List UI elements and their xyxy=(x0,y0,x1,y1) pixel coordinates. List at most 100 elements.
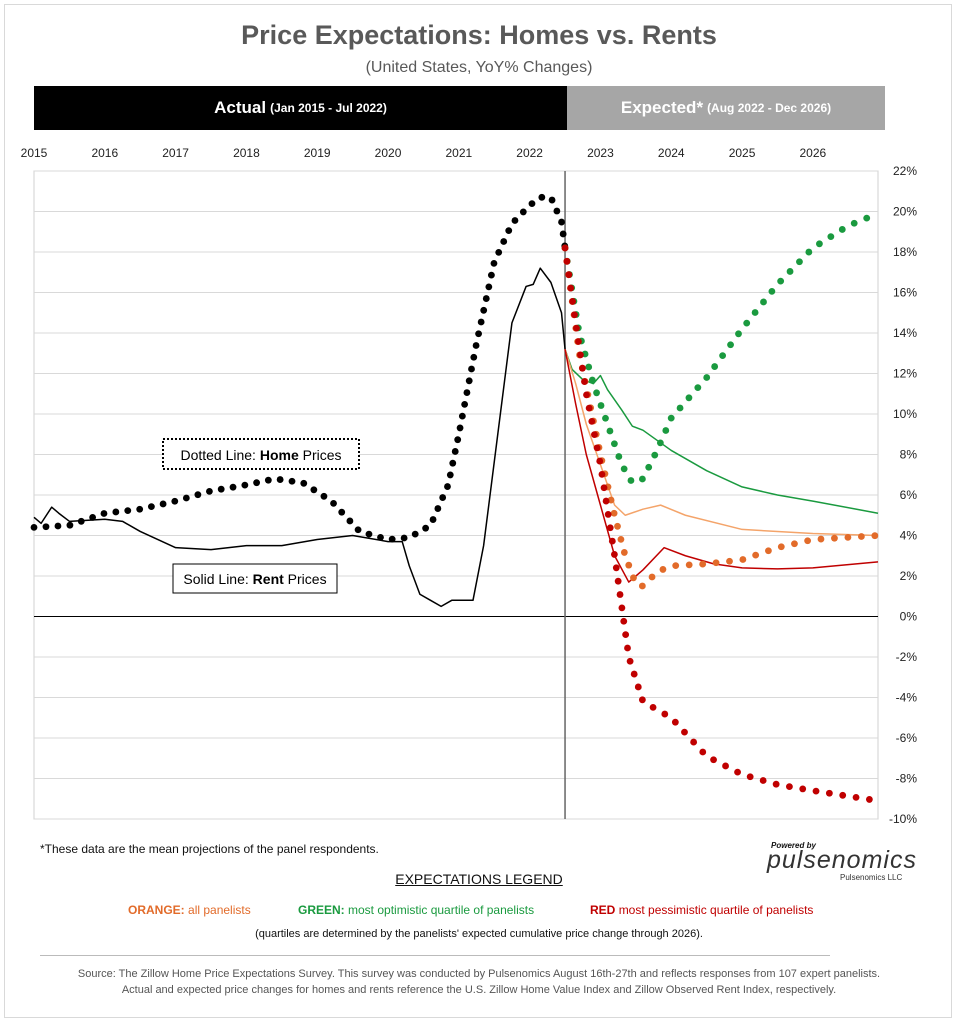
home-green-dot xyxy=(585,363,593,371)
home-actual-dot xyxy=(182,494,190,502)
home-green-dot xyxy=(645,463,653,471)
home-green-dot xyxy=(703,374,711,381)
home-actual-dot xyxy=(465,377,473,385)
home-actual-dot xyxy=(451,448,459,455)
home-orange-dot xyxy=(765,547,772,555)
home-actual-dot xyxy=(264,476,272,484)
home-red-dot xyxy=(591,431,598,439)
home-orange-dot xyxy=(817,535,825,543)
home-red-dot xyxy=(577,351,584,359)
home-red-dot xyxy=(581,378,588,385)
home-annotation-box xyxy=(162,438,360,470)
home-actual-dot xyxy=(485,283,493,291)
home-orange-dot xyxy=(620,549,628,556)
home-actual-dot xyxy=(30,524,38,531)
home-red-dot xyxy=(563,257,571,265)
home-red-dot xyxy=(593,444,601,452)
home-actual-dot xyxy=(194,491,202,499)
home-green-dot xyxy=(694,384,702,392)
home-red-dot xyxy=(690,738,698,746)
home-red-dot xyxy=(852,793,860,801)
y-tick-label: -8% xyxy=(896,772,918,786)
home-actual-dot xyxy=(548,196,556,204)
home-red-dot xyxy=(569,298,577,305)
axes: 22% 20% 18% 16% 14% 12% 10% 8% 6% 4% 2% 0% -2% -4% -6%… xyxy=(21,146,918,826)
legend-green-text: most optimistic quartile of panelists xyxy=(348,903,535,917)
home-red-dot xyxy=(839,791,847,799)
y-tick-label: 22% xyxy=(893,164,917,178)
chart-subtitle: (United States, YoY% Changes) xyxy=(365,59,593,76)
home-orange-dot xyxy=(659,566,667,573)
home-green-dot xyxy=(667,414,675,422)
home-actual-dot xyxy=(446,471,454,479)
home-actual-dot xyxy=(463,389,471,396)
home-red-dot xyxy=(571,311,578,319)
x-tick-label: 2019 xyxy=(304,146,331,160)
home-actual-dot xyxy=(505,227,513,235)
home-actual-dot xyxy=(365,530,373,538)
home-red-dot xyxy=(596,457,604,465)
home-actual-dot xyxy=(276,476,284,483)
home-orange-dot xyxy=(638,582,646,590)
home-actual-dot xyxy=(475,330,482,338)
home-orange-dot xyxy=(857,533,865,540)
home-red-dot xyxy=(622,631,630,639)
home-orange-dot xyxy=(726,557,733,565)
home-actual-dot xyxy=(553,207,561,215)
home-annotation-text: Dotted Line: Home Prices xyxy=(180,447,341,463)
home-red-dot xyxy=(734,768,741,776)
home-green-dots xyxy=(561,214,871,484)
home-actual-dot xyxy=(147,503,155,511)
home-actual-dot xyxy=(511,217,519,224)
home-actual-dot xyxy=(470,353,478,361)
home-annotation-bold: Home xyxy=(260,447,299,463)
legend-orange-text: all panelists xyxy=(188,903,251,917)
home-actual-dot xyxy=(338,508,346,516)
home-orange-dot xyxy=(672,562,680,570)
home-green-dot xyxy=(606,427,614,435)
home-actual-dot xyxy=(310,486,318,494)
home-actual-dot xyxy=(456,424,464,432)
home-actual-dot xyxy=(42,523,50,531)
home-green-dot xyxy=(656,439,664,447)
home-red-dot xyxy=(661,710,669,718)
home-orange-dot xyxy=(871,532,879,540)
home-green-dot xyxy=(863,214,871,222)
home-orange-dot xyxy=(831,534,838,542)
home-actual-dot xyxy=(288,477,296,485)
home-orange-dot xyxy=(625,561,633,569)
home-annotation-prefix: Dotted Line: xyxy=(180,447,259,463)
price-expectations-chart: 22% 20% 18% 16% 14% 12% 10% 8% 6% 4% 2% 0% -2% -4% -6%… xyxy=(21,146,918,826)
legend-red-key: RED xyxy=(590,903,616,917)
home-green-dot xyxy=(597,402,605,409)
home-red-dot xyxy=(585,404,593,412)
series xyxy=(30,193,879,803)
y-tick-label: -6% xyxy=(896,731,918,745)
home-red-dot xyxy=(567,284,575,292)
home-red-dots xyxy=(561,244,873,803)
home-actual-dot xyxy=(490,259,498,267)
home-green-dot xyxy=(639,475,646,483)
legend-red: RED most pessimistic quartile of panelis… xyxy=(590,903,813,917)
x-tick-label: 2026 xyxy=(800,146,827,160)
home-actual-dot xyxy=(354,526,362,534)
home-actual-dot xyxy=(400,534,408,542)
home-orange-dot xyxy=(648,573,656,581)
home-green-dot xyxy=(602,414,609,422)
home-actual-dot xyxy=(444,483,451,490)
home-actual-dot xyxy=(468,365,475,373)
y-tick-label: -10% xyxy=(889,812,917,826)
home-red-dot xyxy=(583,391,590,399)
home-actual-dot xyxy=(66,521,74,529)
home-actual-dot xyxy=(477,318,485,326)
home-red-dot xyxy=(565,271,573,279)
home-actual-dot xyxy=(458,412,466,420)
x-tick-label: 2023 xyxy=(587,146,614,160)
home-green-dot xyxy=(838,226,846,233)
home-actual-dots xyxy=(30,193,569,543)
home-actual-dot xyxy=(559,230,567,238)
x-tick-label: 2016 xyxy=(91,146,118,160)
home-actual-dot xyxy=(480,306,488,314)
y-tick-label: 4% xyxy=(900,529,918,543)
rent-annotation-suffix: Prices xyxy=(284,571,327,587)
